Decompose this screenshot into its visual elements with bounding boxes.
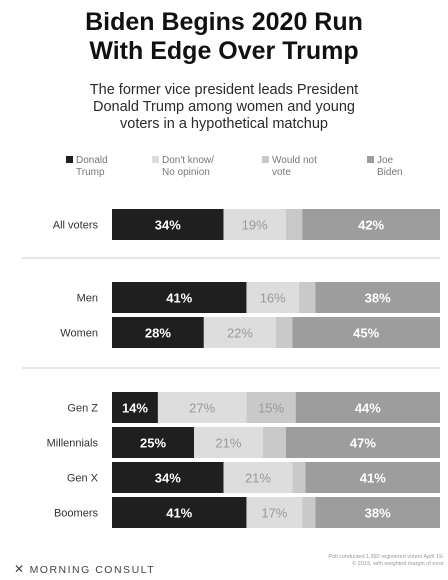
category-label: Gen X bbox=[67, 473, 99, 485]
data-label-trump: 25% bbox=[140, 436, 166, 451]
legend-label-dont-know-2: No opinion bbox=[162, 167, 210, 178]
legend-swatch-dont-know bbox=[152, 156, 159, 163]
data-label-trump: 34% bbox=[155, 218, 181, 233]
chart-subtitle: The former vice president leads Presiden… bbox=[20, 82, 428, 133]
category-label: Boomers bbox=[54, 508, 99, 520]
bar-segment-dont-know bbox=[246, 282, 299, 313]
bar-segment-trump bbox=[112, 427, 194, 458]
data-label-dont-know: 17% bbox=[261, 506, 287, 521]
legend-item-biden: Joe Biden bbox=[367, 155, 403, 179]
bar-segment-trump bbox=[112, 497, 247, 528]
legend-label-dont-know-1: Don't know/ bbox=[162, 155, 214, 166]
bar-segment-dont-know bbox=[203, 317, 276, 348]
footer-brand: ✕ MORNING CONSULT bbox=[14, 562, 155, 576]
data-label-biden: 38% bbox=[365, 506, 391, 521]
bar-segment-dont-know bbox=[194, 427, 263, 458]
bar-segment-trump bbox=[112, 209, 224, 240]
category-label: Millennials bbox=[47, 438, 99, 450]
legend-swatch-trump bbox=[66, 156, 73, 163]
title-line-1: Biden Begins 2020 Run bbox=[85, 8, 363, 36]
footer-note-line-2: © 2019, with weighted margin of error bbox=[352, 561, 444, 567]
bar-segment-would-not-vote bbox=[302, 497, 316, 528]
subtitle-line-2: Donald Trump among women and young bbox=[93, 99, 355, 115]
footer-brand-text: MORNING CONSULT bbox=[29, 564, 156, 576]
data-label-dont-know: 19% bbox=[242, 218, 268, 233]
data-label-trump: 14% bbox=[122, 401, 148, 416]
bar-segment-biden bbox=[285, 427, 440, 458]
bar-segment-would-not-vote bbox=[246, 392, 296, 423]
data-label-trump: 34% bbox=[155, 471, 181, 486]
bar-segment-would-not-vote bbox=[262, 427, 286, 458]
data-label-dont-know: 16% bbox=[260, 291, 286, 306]
bar-segment-dont-know bbox=[246, 497, 303, 528]
bar-segment-biden bbox=[305, 462, 440, 493]
legend-label-would-not-vote-2: vote bbox=[272, 167, 291, 178]
bar-segment-trump bbox=[112, 392, 158, 423]
bar-segment-would-not-vote bbox=[298, 282, 316, 313]
subtitle-line-3: voters in a hypothetical matchup bbox=[120, 116, 328, 132]
legend-swatch-biden bbox=[367, 156, 374, 163]
category-label: Men bbox=[77, 293, 98, 305]
legend-label-trump-2: Trump bbox=[76, 167, 105, 178]
data-label-trump: 28% bbox=[145, 326, 171, 341]
legend-label-would-not-vote-1: Would not bbox=[272, 155, 317, 166]
bar-segment-dont-know bbox=[157, 392, 247, 423]
data-label-dont-know: 27% bbox=[189, 401, 215, 416]
bar-segment-biden bbox=[295, 392, 440, 423]
data-label-biden: 47% bbox=[350, 436, 376, 451]
bar-segment-would-not-vote bbox=[276, 317, 293, 348]
data-label-trump: 41% bbox=[166, 506, 192, 521]
bar-segment-trump bbox=[112, 462, 224, 493]
legend-item-dont-know: Don't know/ No opinion bbox=[152, 155, 214, 179]
data-label-trump: 41% bbox=[166, 291, 192, 306]
bar-segment-biden bbox=[315, 282, 440, 313]
subtitle-line-1: The former vice president leads Presiden… bbox=[89, 82, 359, 98]
category-label: All voters bbox=[53, 220, 99, 232]
bar-segment-would-not-vote bbox=[292, 462, 306, 493]
bar-segment-biden bbox=[315, 497, 440, 528]
chart-title: Biden Begins 2020 Run With Edge Over Tru… bbox=[0, 8, 448, 66]
data-label-biden: 38% bbox=[365, 291, 391, 306]
legend-label-biden-2: Biden bbox=[377, 167, 403, 178]
data-label-would-not-vote: 15% bbox=[258, 401, 284, 416]
data-label-biden: 44% bbox=[355, 401, 381, 416]
bar-segment-dont-know bbox=[223, 209, 286, 240]
legend-item-would-not-vote: Would not vote bbox=[262, 155, 317, 179]
legend-label-trump-1: Donald bbox=[76, 155, 108, 166]
legend-swatch-would-not-vote bbox=[262, 156, 269, 163]
bar-segment-would-not-vote bbox=[285, 209, 303, 240]
legend-item-trump: Donald Trump bbox=[66, 155, 108, 179]
data-label-biden: 45% bbox=[353, 326, 379, 341]
morning-consult-logo-icon: ✕ bbox=[14, 562, 26, 576]
data-label-biden: 42% bbox=[358, 218, 384, 233]
data-label-dont-know: 21% bbox=[215, 436, 241, 451]
bar-segment-trump bbox=[112, 282, 247, 313]
category-label: Gen Z bbox=[67, 403, 98, 415]
footer-note-line-1: Poll conducted 1,992 registered voters A… bbox=[328, 554, 444, 560]
category-label: Women bbox=[60, 328, 98, 340]
legend-label-biden-1: Joe bbox=[377, 155, 394, 166]
data-label-dont-know: 21% bbox=[245, 471, 271, 486]
footer-note: Poll conducted 1,992 registered voters A… bbox=[258, 554, 444, 568]
bar-segment-dont-know bbox=[223, 462, 293, 493]
bar-segment-biden bbox=[302, 209, 440, 240]
bar-segment-trump bbox=[112, 317, 204, 348]
title-line-2: With Edge Over Trump bbox=[89, 37, 359, 65]
data-label-biden: 41% bbox=[360, 471, 386, 486]
bar-segment-biden bbox=[292, 317, 440, 348]
data-label-dont-know: 22% bbox=[227, 326, 253, 341]
